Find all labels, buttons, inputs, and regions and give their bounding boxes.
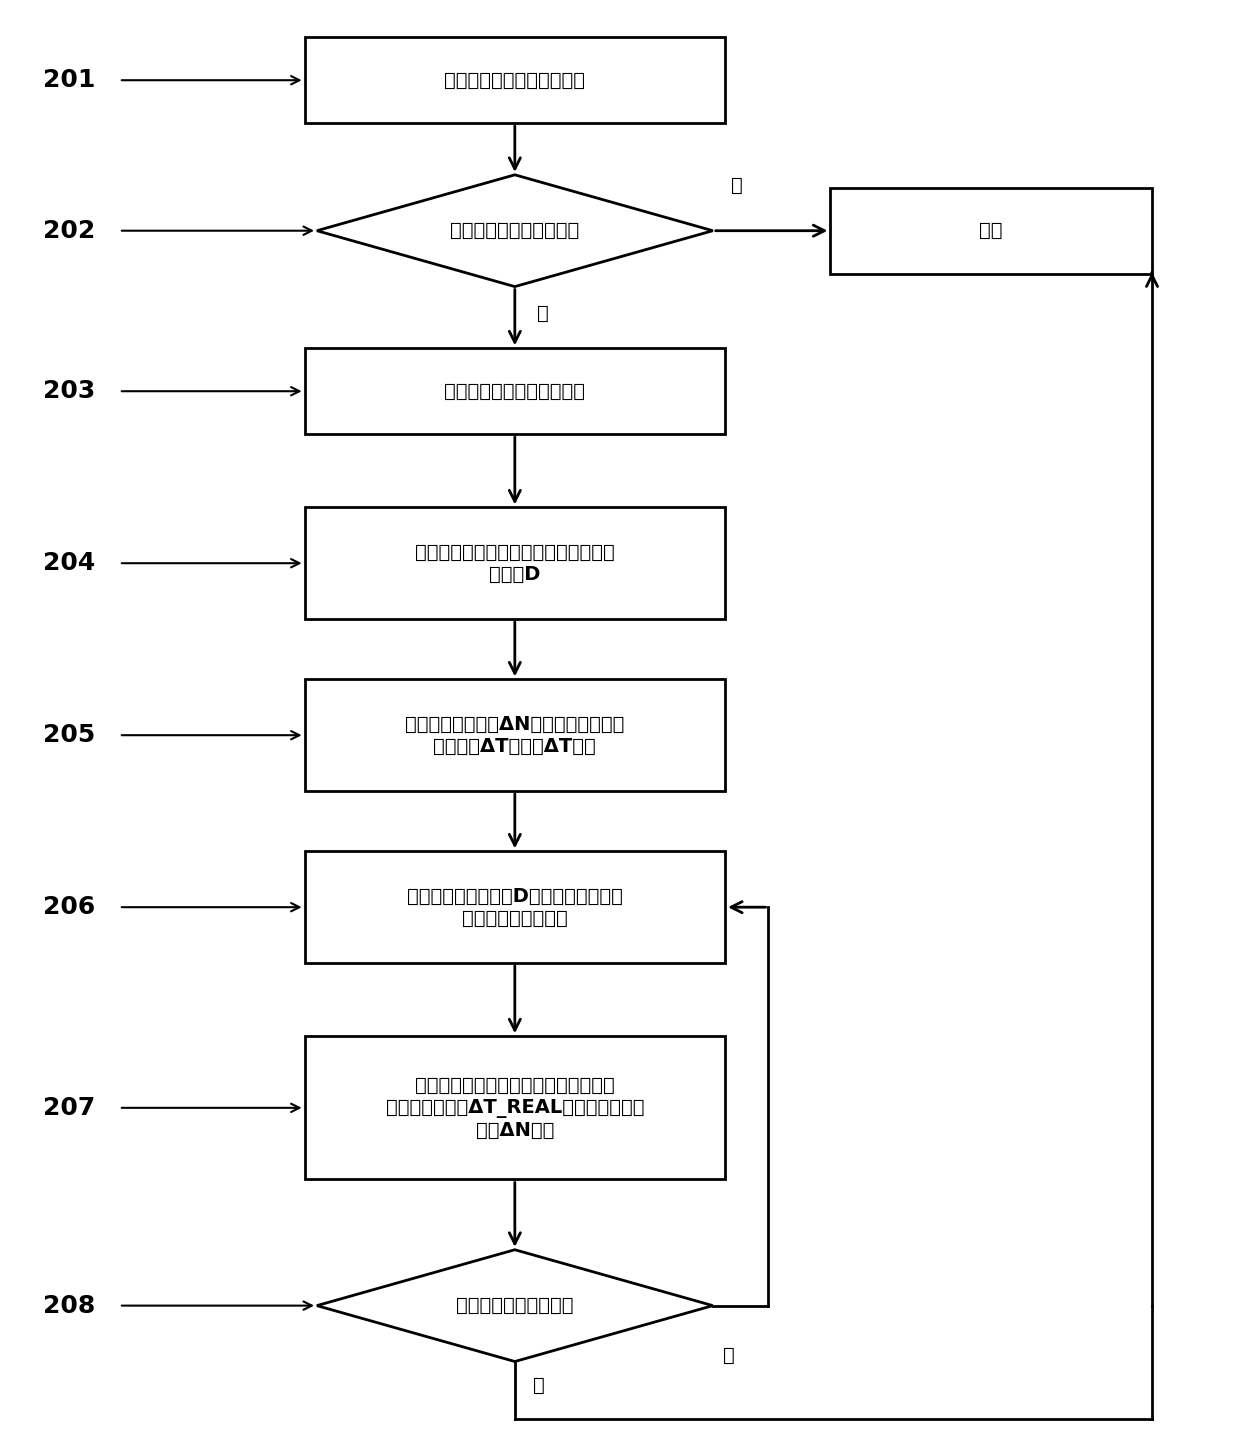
Text: 207: 207 [43, 1096, 95, 1120]
Text: 204: 204 [43, 551, 95, 576]
Text: 输出显示信号直到该帧结束，根据实际
测量的帧率偏差ΔT_REAL，修正下一帧使
用的ΔN参数: 输出显示信号直到该帧结束，根据实际 测量的帧率偏差ΔT_REAL，修正下一帧使 … [386, 1076, 644, 1140]
Text: 是否停止接收输入信号: 是否停止接收输入信号 [456, 1297, 574, 1315]
Text: 203: 203 [43, 379, 95, 404]
Polygon shape [317, 1249, 713, 1361]
Text: 201: 201 [43, 69, 95, 92]
Text: 否: 否 [723, 1346, 734, 1364]
FancyBboxPatch shape [305, 1037, 725, 1179]
Polygon shape [317, 175, 713, 287]
Text: 配置显示输出分辨率和时序: 配置显示输出分辨率和时序 [444, 382, 585, 401]
FancyBboxPatch shape [305, 852, 725, 964]
Text: 接收输入信号并作时序检测: 接收输入信号并作时序检测 [444, 70, 585, 89]
Text: 208: 208 [43, 1294, 95, 1318]
Text: 计算帧率修正参数ΔN以及让输入输出帧
时间偏差ΔT，并使ΔT最小: 计算帧率修正参数ΔN以及让输入输出帧 时间偏差ΔT，并使ΔT最小 [405, 715, 625, 755]
FancyBboxPatch shape [305, 679, 725, 791]
Text: 计算数据通过片上缓存和显示处理消耗
的时间D: 计算数据通过片上缓存和显示处理消耗 的时间D [415, 543, 615, 583]
FancyBboxPatch shape [305, 507, 725, 619]
Text: 是: 是 [533, 1376, 546, 1394]
FancyBboxPatch shape [831, 188, 1152, 274]
Text: 判断是否可支持此时序？: 判断是否可支持此时序？ [450, 221, 579, 240]
Text: 结束: 结束 [980, 221, 1003, 240]
FancyBboxPatch shape [305, 348, 725, 434]
Text: 在输入同步信号延时D后，开始产生输出
时序并输出显示数据: 在输入同步信号延时D后，开始产生输出 时序并输出显示数据 [407, 886, 622, 928]
Text: 205: 205 [43, 724, 95, 747]
Text: 202: 202 [43, 218, 95, 243]
Text: 否: 否 [732, 175, 743, 195]
Text: 206: 206 [43, 895, 95, 919]
Text: 是: 是 [537, 304, 549, 323]
FancyBboxPatch shape [305, 37, 725, 123]
